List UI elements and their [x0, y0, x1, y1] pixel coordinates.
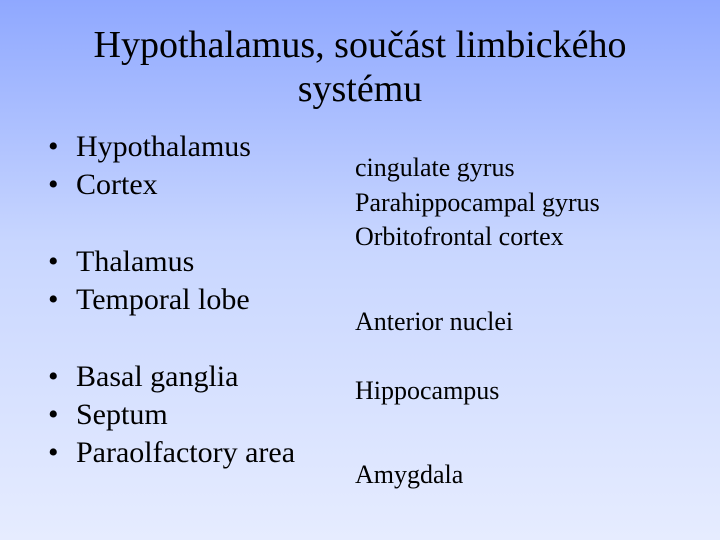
item-text: Septum: [76, 398, 168, 431]
list-item: Hypothalamus: [48, 128, 358, 166]
item-text: Cortex: [76, 168, 158, 201]
text-line: Anterior nuclei: [355, 306, 685, 339]
slide: Hypothalamus, součást limbického systému…: [0, 0, 720, 540]
list-item: Paraolfactory area: [48, 434, 358, 472]
right-group-3: Amygdala: [355, 459, 685, 492]
left-group-1: Hypothalamus Cortex: [48, 128, 358, 205]
right-group-1: cingulate gyrus Parahippocampal gyrus Or…: [355, 152, 685, 254]
list-item: Thalamus: [48, 243, 358, 281]
list: Hypothalamus Cortex: [48, 128, 358, 205]
left-group-2: Thalamus Temporal lobe: [48, 243, 358, 320]
text-line: Orbitofrontal cortex: [355, 221, 685, 254]
item-text: Basal ganglia: [76, 360, 238, 393]
text-line: [355, 340, 685, 373]
list-item: Basal ganglia: [48, 358, 358, 396]
list-item: Septum: [48, 396, 358, 434]
right-column: cingulate gyrus Parahippocampal gyrus Or…: [355, 152, 685, 540]
item-text: Hypothalamus: [76, 130, 251, 163]
slide-title: Hypothalamus, součást limbického systému: [0, 24, 720, 111]
list-item: Temporal lobe: [48, 281, 358, 319]
item-text: Thalamus: [76, 245, 194, 278]
text-line: cingulate gyrus: [355, 152, 685, 185]
left-column: Hypothalamus Cortex Thalamus Temporal lo…: [48, 128, 358, 511]
text-line: Hippocampus: [355, 375, 685, 408]
left-group-3: Basal ganglia Septum Paraolfactory area: [48, 358, 358, 473]
item-text: Temporal lobe: [76, 283, 250, 316]
text-line: Parahippocampal gyrus: [355, 187, 685, 220]
right-group-2: Anterior nuclei Hippocampus: [355, 306, 685, 408]
item-text: Paraolfactory area: [76, 436, 295, 469]
list: Basal ganglia Septum Paraolfactory area: [48, 358, 358, 473]
text-line: Amygdala: [355, 459, 685, 492]
list: Thalamus Temporal lobe: [48, 243, 358, 320]
list-item: Cortex: [48, 166, 358, 204]
